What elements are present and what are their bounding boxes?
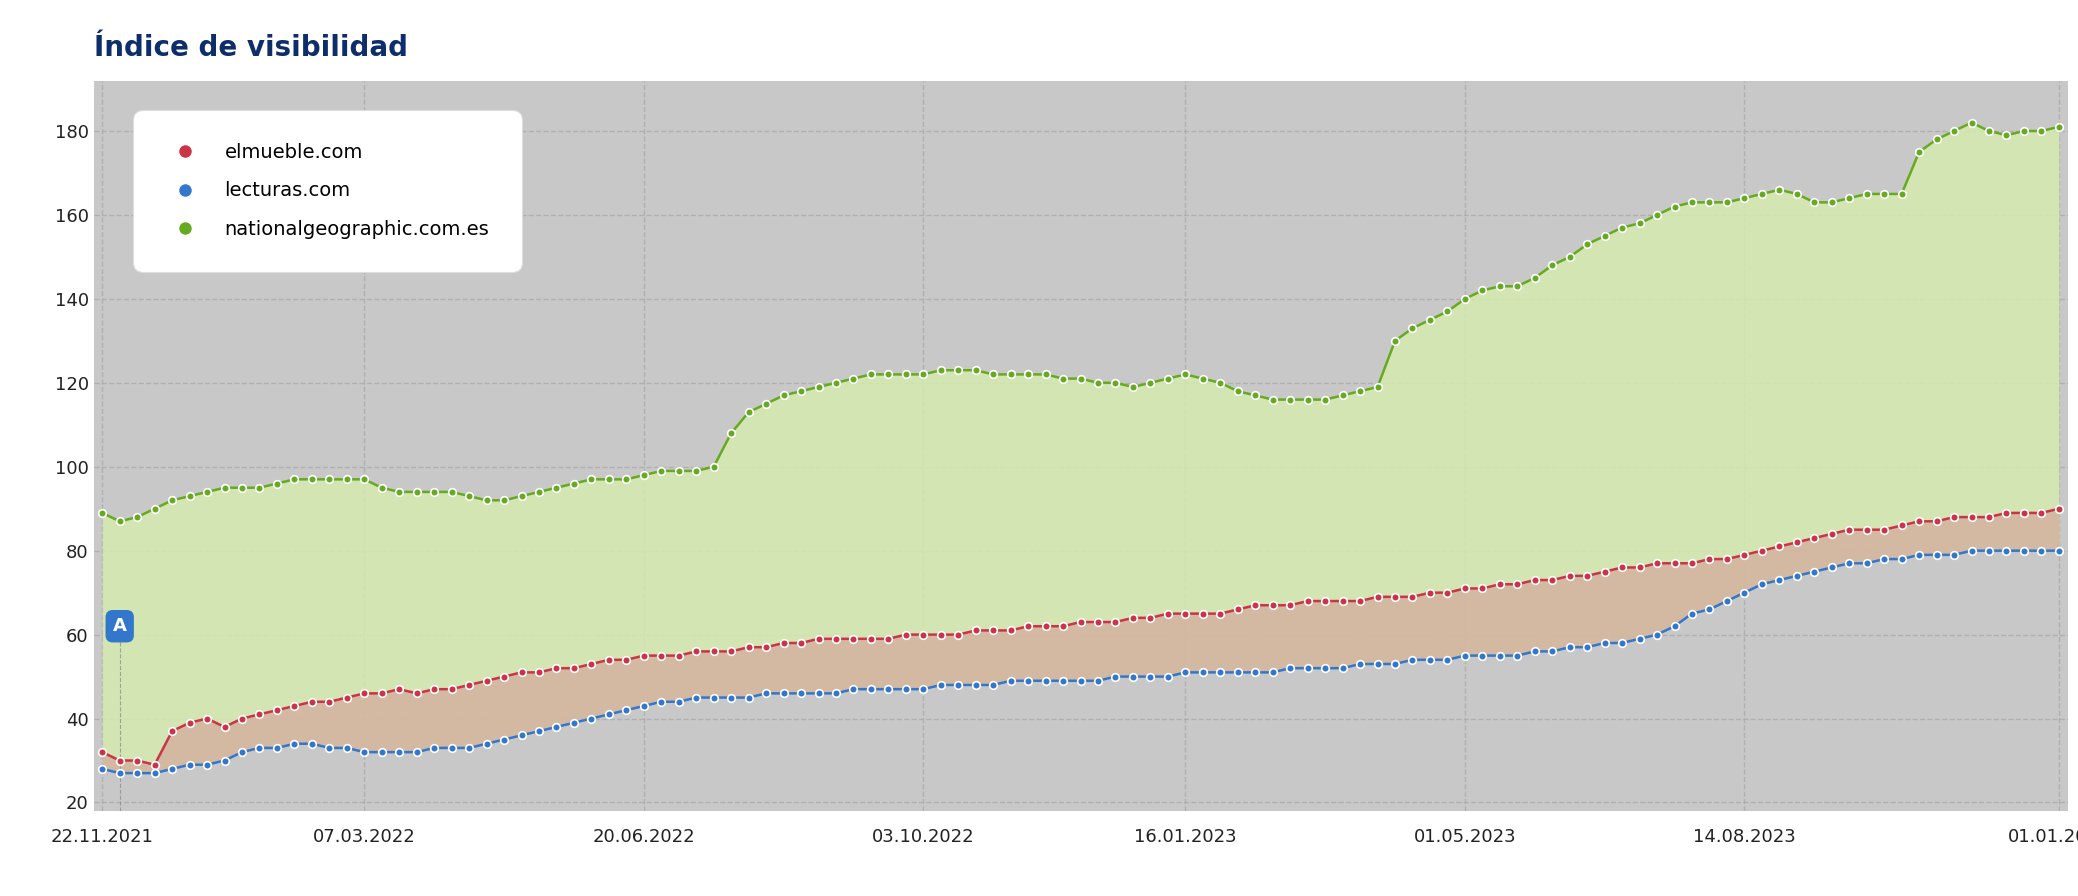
Text: A: A [112, 617, 127, 635]
Legend: elmueble.com, lecturas.com, nationalgeographic.com.es: elmueble.com, lecturas.com, nationalgeog… [143, 119, 513, 263]
Text: Índice de visibilidad: Índice de visibilidad [94, 34, 407, 62]
